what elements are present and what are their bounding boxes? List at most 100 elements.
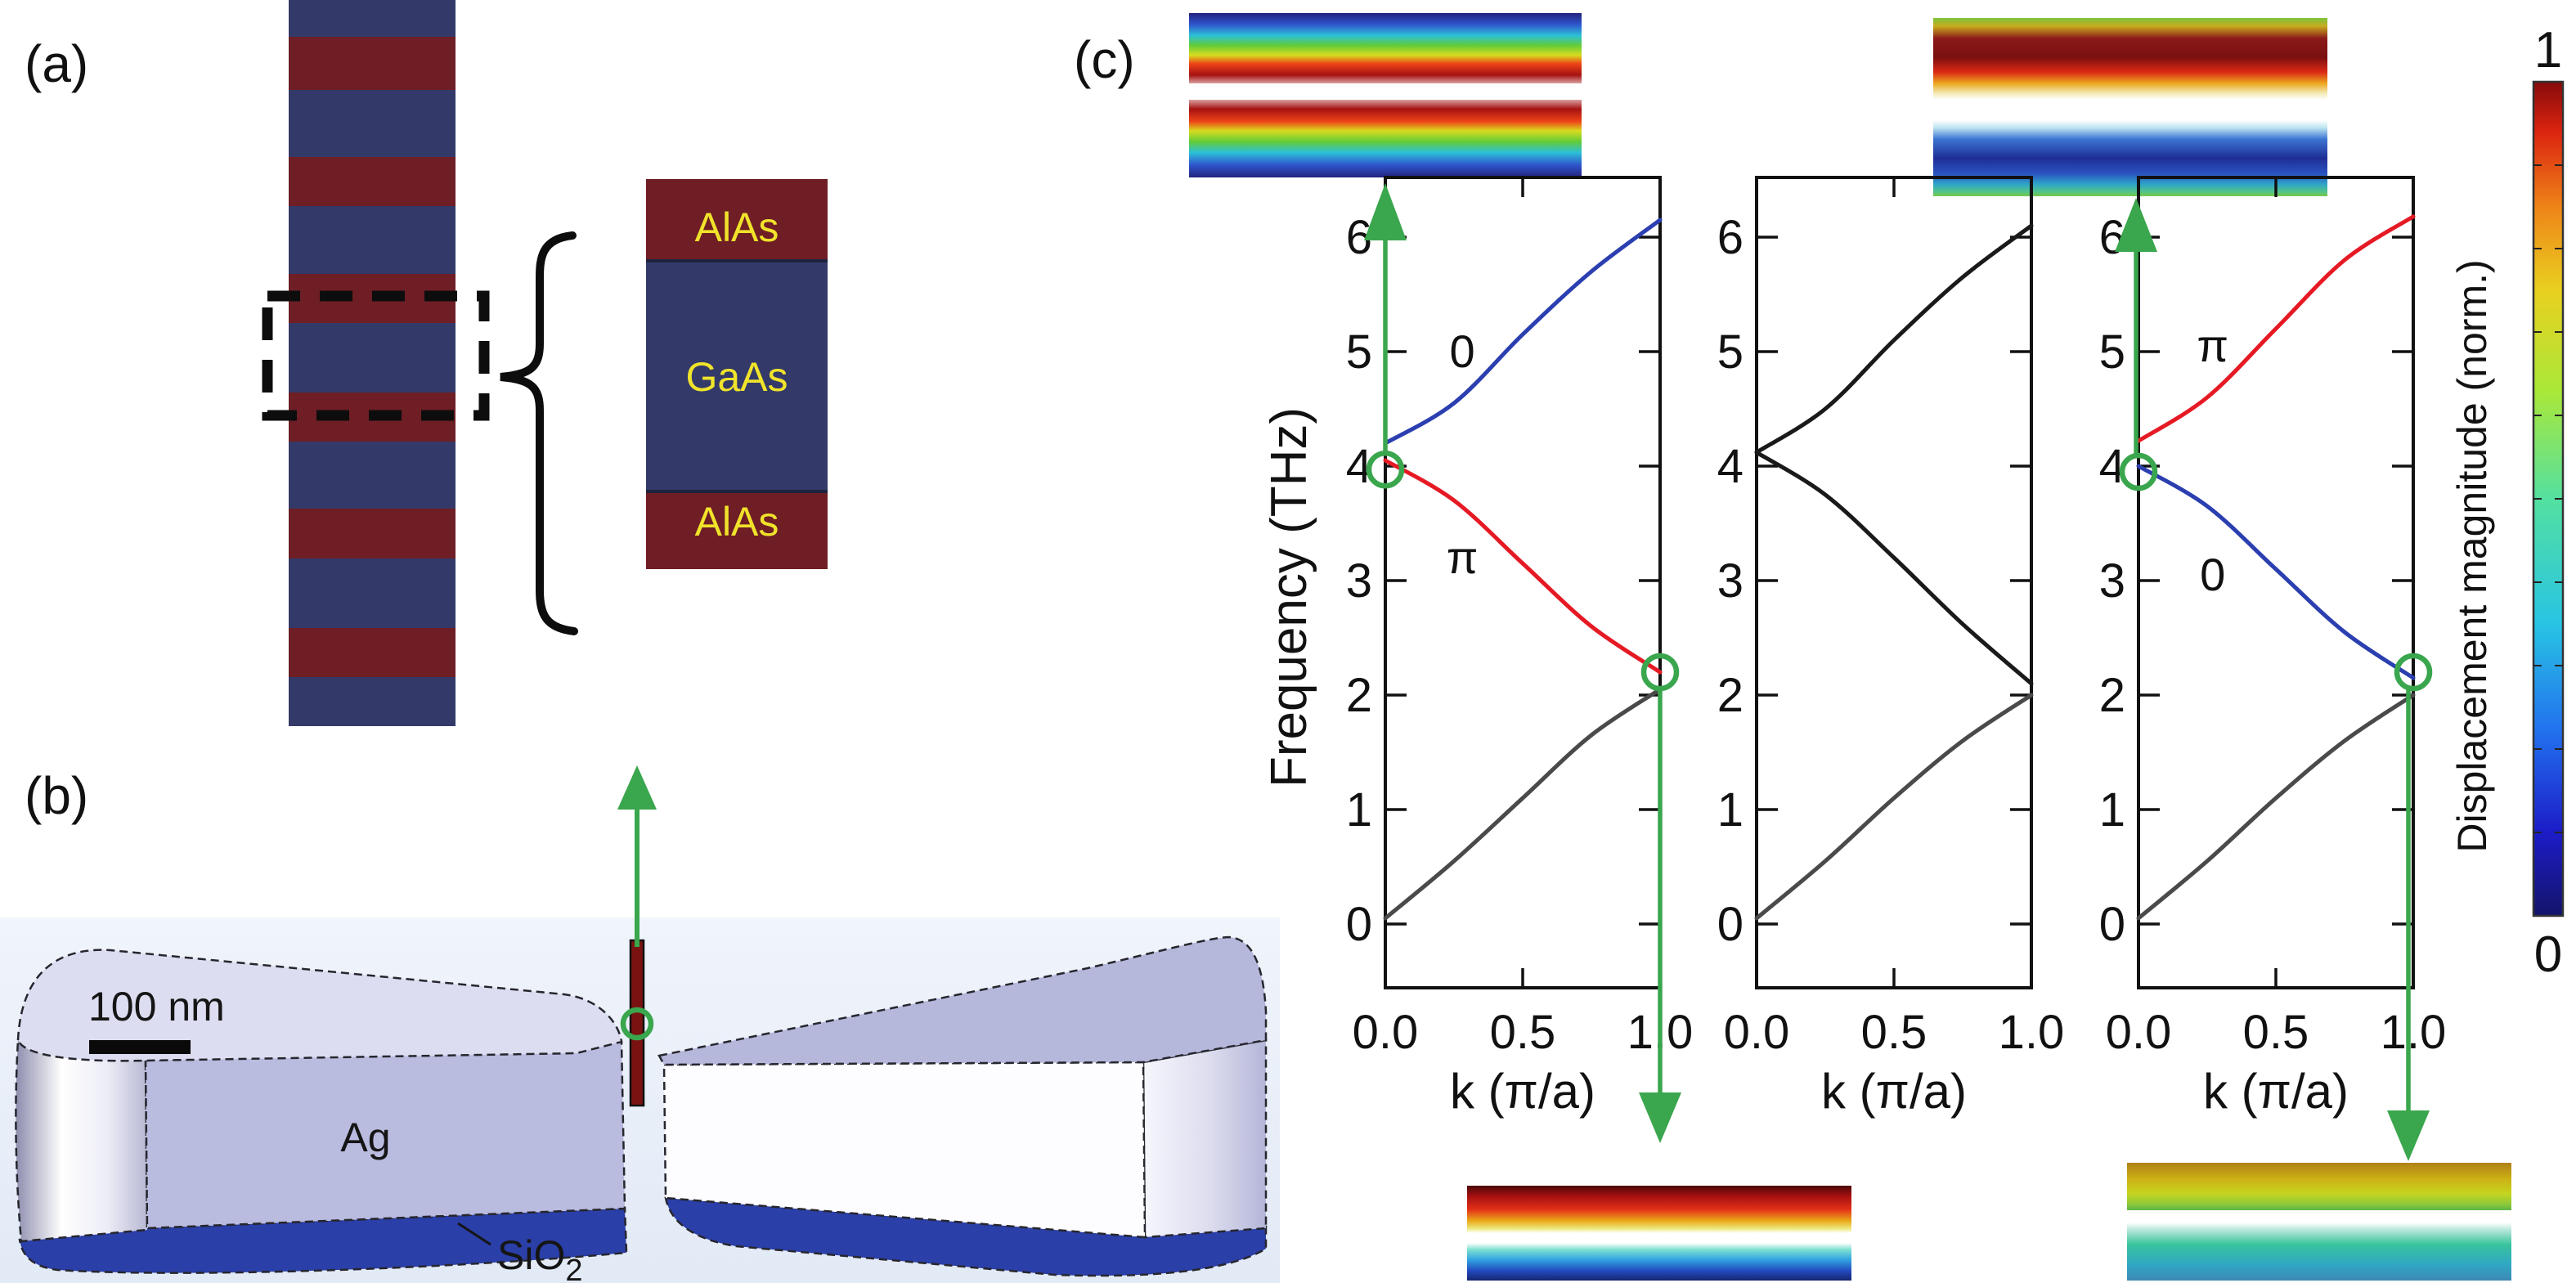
alas-layer-top (646, 179, 828, 261)
up-arrowhead-icon (1364, 183, 1407, 240)
y-tick-label: 1 (2099, 783, 2125, 837)
colorbar-min-label: 0 (2534, 926, 2562, 983)
colorbar-ticks (2533, 164, 2563, 833)
mode-slab (1189, 13, 1582, 83)
alas-stripe (289, 157, 456, 206)
branch-annotation: 0 (1450, 325, 1475, 377)
x-tick-label: 0.5 (2243, 1006, 2309, 1059)
gaas-stripe (289, 559, 456, 628)
panel-b-label: (b) (25, 766, 88, 825)
mode-marker-circle (1366, 450, 1405, 489)
sio2-subscript: 2 (565, 1254, 582, 1283)
y-tick-label: 3 (2099, 554, 2125, 608)
branch-annotation: π (1447, 532, 1479, 583)
curve-folded-branch-lower (1754, 450, 2034, 686)
gaas-stripe (289, 90, 456, 157)
mode-inset-bottom-right (2127, 1163, 2511, 1281)
colorbar-title: Displacement magnitude (norm.) (2449, 259, 2495, 852)
mode-marker-circle (2394, 653, 2433, 692)
mode-marker-circle (2119, 452, 2158, 491)
gaas-stripe (289, 0, 456, 37)
curve-optical-branch-pi (2136, 214, 2416, 443)
plot-frame (1755, 176, 2033, 989)
mode-slab (1933, 120, 2327, 196)
left-prism-top-face (16, 949, 623, 1062)
alas-stripe (289, 628, 456, 677)
y-tick-label: 2 (2099, 669, 2125, 722)
x-axis-label: k (π/a) (2203, 1064, 2349, 1119)
down-arrowhead-icon (1639, 1092, 1681, 1143)
x-axis-label: k (π/a) (1821, 1064, 1967, 1119)
y-tick-label: 1 (1346, 783, 1372, 837)
y-tick-label: 0 (2099, 898, 2125, 951)
alas-layer-bottom (646, 491, 828, 569)
colorbar: 1 0 Displacement magnitude (norm.) (2449, 22, 2565, 983)
x-tick-label: 1.0 (2381, 1006, 2447, 1059)
y-tick-label: 4 (1717, 440, 1744, 493)
right-prism-top-face (657, 935, 1268, 1066)
dispersion-plots: 0 1 2 3 4 5 6 0.0 0.5 1.0 k (π/a) Frequency (THz) 0 π… (1261, 176, 2447, 1119)
gaas-stripe (289, 442, 456, 509)
y-tick-label: 6 (1717, 211, 1744, 264)
gaas-stripe (289, 677, 456, 726)
gaas-stripe (289, 206, 456, 274)
up-arrowhead-icon (2115, 198, 2157, 252)
brace (500, 231, 578, 635)
mode-slab (2127, 1163, 2511, 1210)
branch-annotation: 0 (2200, 549, 2225, 600)
curve-acoustic-branch (1383, 687, 1663, 921)
y-tick-label: 3 (1346, 554, 1372, 608)
mode-slab (1467, 1186, 1851, 1233)
unit-cell-inset: AlAs GaAs AlAs (646, 179, 828, 569)
down-arrowhead-icon (2387, 1110, 2430, 1161)
mode-slab (1933, 18, 2327, 100)
curve-optical-branch-pi (1383, 458, 1663, 675)
curve-acoustic-branch (2136, 693, 2416, 921)
curve-acoustic-branch (1754, 693, 2034, 921)
plot-frame (2137, 176, 2415, 989)
x-tick-label: 1.0 (1999, 1006, 2065, 1059)
superlattice-stack (289, 0, 456, 726)
x-tick-label: 0.0 (2106, 1006, 2172, 1059)
sio2-label: SiO2 (497, 1232, 583, 1283)
zoom-region-box (262, 290, 490, 421)
scale-bar-label: 100 nm (88, 984, 225, 1030)
y-tick-label: 3 (1717, 554, 1744, 608)
curve-folded-branch-upper (1754, 223, 2034, 455)
y-tick-label: 0 (1346, 898, 1372, 951)
mode-slab (1189, 100, 1582, 177)
right-prism-sio2-base (664, 1196, 1268, 1277)
mode-inset-top-right (1933, 18, 2327, 196)
y-axis-label: Frequency (THz) (1261, 407, 1317, 787)
panel-c: (c) 0 1 2 3 4 5 6 0.0 0.5 1.0 k (π/a) Frequency (TH… (1074, 13, 2565, 1281)
branch-annotation: π (2197, 320, 2228, 371)
b-green-arrowhead-icon (617, 765, 657, 810)
curve-optical-branch-0 (1383, 218, 1663, 446)
plot-frame (1384, 176, 1662, 989)
gaas-layer (646, 261, 828, 491)
y-tick-label: 0 (1717, 898, 1744, 951)
left-prism-sio2-base (18, 1207, 628, 1274)
panel-c-label: (c) (1074, 30, 1135, 89)
gaas-stripe (289, 323, 456, 393)
alas-stripe (289, 37, 456, 90)
green-connectors (1364, 183, 2430, 1161)
dispersion-plot-2: 0 1 2 3 4 5 6 0.0 0.5 1.0 k (π/a) (1717, 176, 2065, 1119)
mode-inset-bottom-left (1467, 1186, 1851, 1281)
curve-optical-branch-0 (2136, 464, 2416, 680)
y-tick-label: 1 (1717, 783, 1744, 837)
b-hotspot-circle (620, 1007, 654, 1041)
panel-b: (b) 100 nm Ag SiO2 (0, 765, 1280, 1283)
mode-marker-circle (1640, 653, 1680, 692)
alas-stripe (289, 509, 456, 559)
gaas-label: GaAs (685, 354, 788, 400)
left-bowtie-prism (15, 949, 628, 1274)
x-axis-label: k (π/a) (1450, 1064, 1595, 1119)
mode-slab (2127, 1222, 2511, 1281)
y-tick-label: 2 (1717, 669, 1744, 722)
x-tick-label: 0.5 (1861, 1006, 1928, 1059)
left-prism-rounded-edge (15, 1039, 149, 1243)
x-tick-label: 0.0 (1724, 1006, 1790, 1059)
